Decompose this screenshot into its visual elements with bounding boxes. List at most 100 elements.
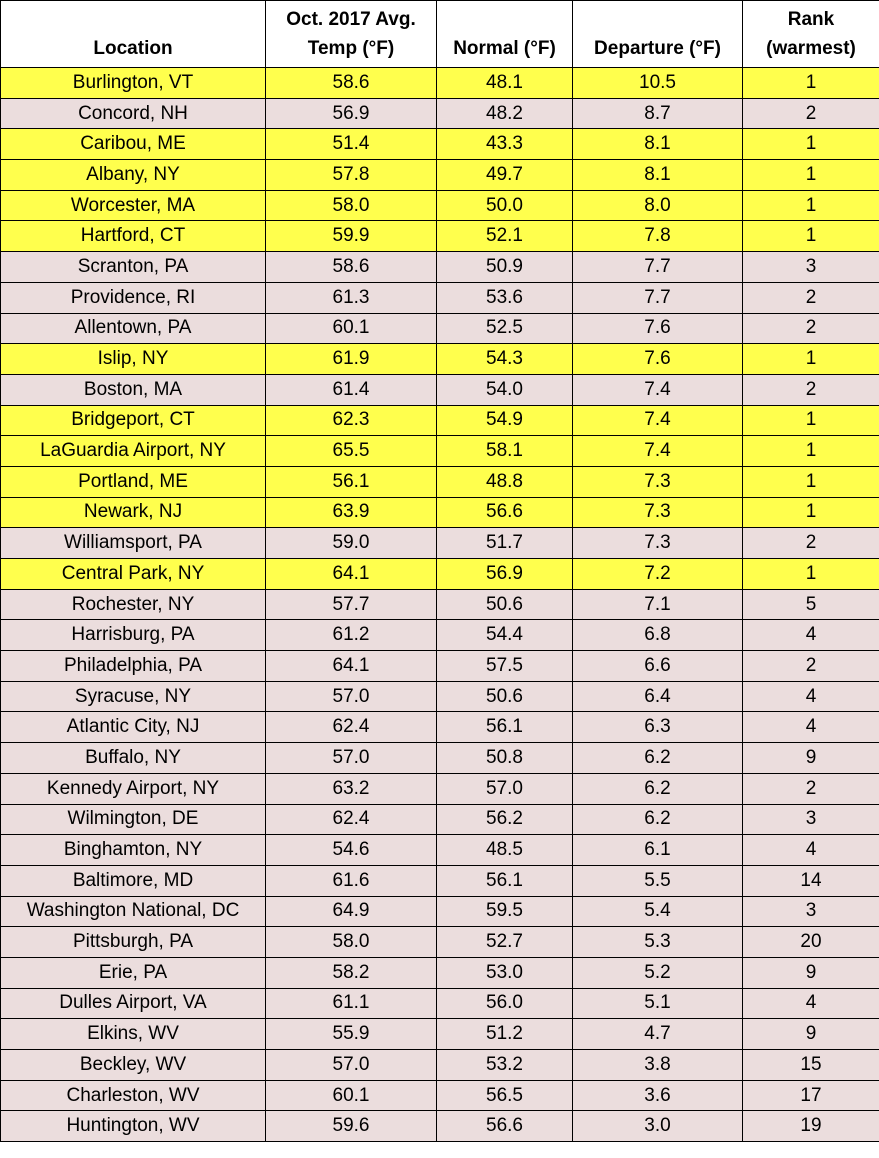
table-row: Huntington, WV 59.6 56.6 3.0 19 [0,1110,879,1143]
location-cell: Boston, MA [0,373,266,406]
value-cell: 7.3 [572,465,743,498]
value-cell: 10.5 [572,67,743,99]
value-cell: 54.9 [436,404,573,437]
value-cell: 3.8 [572,1049,743,1081]
location-cell: Newark, NJ [0,496,266,529]
location-cell: Dulles Airport, VA [0,987,266,1020]
value-cell: 56.9 [436,558,573,590]
value-cell: 58.0 [265,926,437,958]
table-row: Harrisburg, PA 61.2 54.4 6.8 4 [0,619,879,652]
value-cell: 61.4 [265,373,437,406]
value-cell: 53.6 [436,281,573,314]
table-row: Charleston, WV 60.1 56.5 3.6 17 [0,1079,879,1112]
value-cell: 60.1 [265,1079,437,1112]
value-cell: 7.3 [572,527,743,559]
value-cell: 58.6 [265,251,437,283]
value-cell: 2 [742,772,879,805]
value-cell: 1 [742,128,879,161]
value-cell: 58.6 [265,67,437,99]
value-cell: 9 [742,742,879,774]
value-cell: 15 [742,1049,879,1081]
value-cell: 6.2 [572,742,743,774]
value-cell: 5.4 [572,895,743,928]
location-cell: Beckley, WV [0,1049,266,1081]
value-cell: 1 [742,220,879,253]
value-cell: 59.5 [436,895,573,928]
value-cell: 51.7 [436,527,573,559]
table-row: Bridgeport, CT 62.3 54.9 7.4 1 [0,404,879,437]
value-cell: 2 [742,373,879,406]
value-cell: 56.9 [265,97,437,130]
header-text: Rank [787,9,835,30]
value-cell: 7.6 [572,343,743,375]
header-row: Location Oct. 2017 Avg. Temp (°F) Normal (°… [0,0,879,68]
value-cell: 50.9 [436,251,573,283]
value-cell: 5.2 [572,956,743,989]
value-cell: 1 [742,159,879,191]
value-cell: 8.7 [572,97,743,130]
table-row: Providence, RI 61.3 53.6 7.7 2 [0,281,879,314]
location-cell: Elkins, WV [0,1018,266,1050]
value-cell: 51.2 [436,1018,573,1050]
value-cell: 6.4 [572,680,743,713]
location-cell: Portland, ME [0,465,266,498]
value-cell: 4 [742,619,879,652]
value-cell: 17 [742,1079,879,1112]
value-cell: 50.6 [436,588,573,621]
value-cell: 59.0 [265,527,437,559]
value-cell: 43.3 [436,128,573,161]
table-row: Scranton, PA 58.6 50.9 7.7 3 [0,251,879,283]
value-cell: 1 [742,404,879,437]
value-cell: 57.8 [265,159,437,191]
value-cell: 1 [742,189,879,222]
table-row: Islip, NY 61.9 54.3 7.6 1 [0,343,879,375]
location-cell: Harrisburg, PA [0,619,266,652]
value-cell: 54.0 [436,373,573,406]
table-row: Erie, PA 58.2 53.0 5.2 9 [0,956,879,989]
value-cell: 8.0 [572,189,743,222]
value-cell: 3 [742,803,879,836]
location-cell: Burlington, VT [0,67,266,99]
value-cell: 57.0 [265,1049,437,1081]
value-cell: 56.1 [436,711,573,744]
table-row: Kennedy Airport, NY 63.2 57.0 6.2 2 [0,772,879,805]
value-cell: 63.9 [265,496,437,529]
header-cell: Departure (°F) [572,0,743,68]
location-cell: Buffalo, NY [0,742,266,774]
value-cell: 62.4 [265,803,437,836]
value-cell: 56.6 [436,496,573,529]
table-row: Wilmington, DE 62.4 56.2 6.2 3 [0,803,879,836]
table-row: Williamsport, PA 59.0 51.7 7.3 2 [0,527,879,559]
location-cell: Scranton, PA [0,251,266,283]
value-cell: 57.0 [265,680,437,713]
table-row: Pittsburgh, PA 58.0 52.7 5.3 20 [0,926,879,958]
header-cell: Rank (warmest) [742,0,879,68]
value-cell: 6.6 [572,650,743,682]
table-row: Binghamton, NY 54.6 48.5 6.1 4 [0,834,879,866]
header-text: Normal (°F) [453,38,556,59]
value-cell: 2 [742,650,879,682]
value-cell: 61.3 [265,281,437,314]
value-cell: 49.7 [436,159,573,191]
location-cell: Rochester, NY [0,588,266,621]
value-cell: 52.5 [436,312,573,345]
value-cell: 9 [742,1018,879,1050]
location-cell: Wilmington, DE [0,803,266,836]
value-cell: 7.4 [572,404,743,437]
header-cell: Oct. 2017 Avg. Temp (°F) [265,0,437,68]
value-cell: 64.1 [265,650,437,682]
value-cell: 55.9 [265,1018,437,1050]
value-cell: 7.8 [572,220,743,253]
table-row: Concord, NH 56.9 48.2 8.7 2 [0,97,879,130]
value-cell: 4.7 [572,1018,743,1050]
location-cell: Baltimore, MD [0,864,266,897]
value-cell: 4 [742,711,879,744]
value-cell: 50.6 [436,680,573,713]
location-cell: Washington National, DC [0,895,266,928]
table-row: Albany, NY 57.8 49.7 8.1 1 [0,159,879,191]
table-row: Buffalo, NY 57.0 50.8 6.2 9 [0,742,879,774]
table-row: Allentown, PA 60.1 52.5 7.6 2 [0,312,879,345]
value-cell: 7.3 [572,496,743,529]
value-cell: 2 [742,281,879,314]
